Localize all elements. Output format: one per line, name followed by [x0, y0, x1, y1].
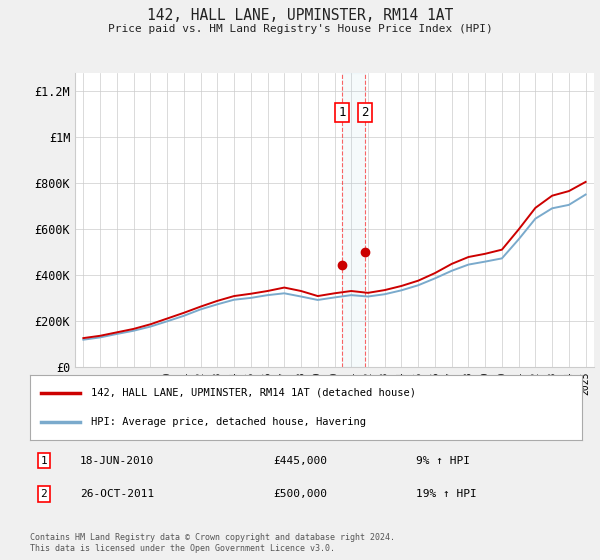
Text: Contains HM Land Registry data © Crown copyright and database right 2024.
This d: Contains HM Land Registry data © Crown c…	[30, 533, 395, 553]
Text: 142, HALL LANE, UPMINSTER, RM14 1AT (detached house): 142, HALL LANE, UPMINSTER, RM14 1AT (det…	[91, 388, 416, 398]
Text: Price paid vs. HM Land Registry's House Price Index (HPI): Price paid vs. HM Land Registry's House …	[107, 24, 493, 34]
Bar	[342, 73, 365, 367]
Text: £445,000: £445,000	[273, 455, 327, 465]
Text: 19% ↑ HPI: 19% ↑ HPI	[416, 489, 477, 499]
Text: 18-JUN-2010: 18-JUN-2010	[80, 455, 154, 465]
Text: 2: 2	[361, 106, 369, 119]
Text: 9% ↑ HPI: 9% ↑ HPI	[416, 455, 470, 465]
Text: 2: 2	[40, 489, 47, 499]
Text: 1: 1	[338, 106, 346, 119]
Text: 142, HALL LANE, UPMINSTER, RM14 1AT: 142, HALL LANE, UPMINSTER, RM14 1AT	[147, 8, 453, 24]
Text: £500,000: £500,000	[273, 489, 327, 499]
Text: HPI: Average price, detached house, Havering: HPI: Average price, detached house, Have…	[91, 417, 366, 427]
Text: 26-OCT-2011: 26-OCT-2011	[80, 489, 154, 499]
Text: 1: 1	[40, 455, 47, 465]
